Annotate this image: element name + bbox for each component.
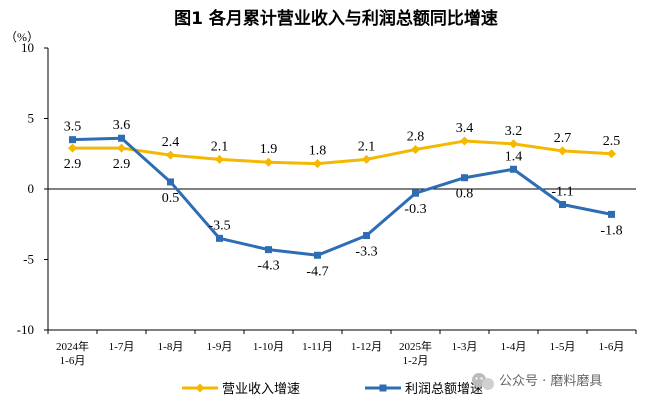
chart-title: 图1 各月累计营业收入与利润总额同比增速 <box>174 8 498 29</box>
profit-data-label: 1.4 <box>505 149 523 164</box>
profit-data-label: -0.3 <box>404 202 426 217</box>
legend-marker <box>195 383 205 393</box>
series-line-profit <box>72 136 612 257</box>
legend-label: 利润总额增速 <box>405 382 483 397</box>
x-tick-label: 1-12月 <box>351 341 382 353</box>
revenue-data-label: 1.8 <box>309 144 327 159</box>
revenue-point <box>264 157 273 167</box>
profit-point <box>118 134 125 142</box>
legend-marker <box>379 384 387 392</box>
profit-point <box>461 174 468 182</box>
profit-data-label: -1.1 <box>551 185 573 200</box>
profit-data-label: 0.8 <box>456 187 474 202</box>
profit-data-label: 3.6 <box>113 118 131 133</box>
revenue-data-label: 2.1 <box>211 139 229 154</box>
profit-data-label: -4.3 <box>257 259 279 274</box>
revenue-point <box>117 143 126 153</box>
revenue-data-label: 2.1 <box>358 139 376 154</box>
revenue-data-label: 2.4 <box>162 135 180 150</box>
x-tick-label: 2025年 <box>399 339 432 353</box>
x-tick-label: 1-3月 <box>452 341 478 353</box>
revenue-point <box>460 136 469 146</box>
watermark-text: 公众号 · 磨料磨具 <box>499 374 602 389</box>
profit-point <box>510 165 517 173</box>
revenue-data-label: 2.5 <box>603 134 621 149</box>
profit-point <box>363 232 370 240</box>
x-tick-label: 1-11月 <box>302 341 333 353</box>
x-tick-label: 1-2月 <box>403 355 429 367</box>
profit-data-label: -3.5 <box>208 218 230 233</box>
y-tick-label: 10 <box>21 40 34 55</box>
revenue-point <box>607 149 616 159</box>
profit-point <box>412 189 419 197</box>
revenue-data-label: 3.4 <box>456 121 474 136</box>
profit-point <box>559 201 566 209</box>
y-tick-label: 0 <box>28 181 35 196</box>
profit-point <box>265 246 272 254</box>
y-tick-label: 5 <box>28 111 35 126</box>
y-tick-label: -10 <box>17 322 34 337</box>
revenue-point <box>509 139 518 149</box>
revenue-point <box>215 154 224 164</box>
x-tick-label: 1-6月 <box>60 355 86 367</box>
legend-label: 营业收入增速 <box>222 382 300 397</box>
plot-area: 10 5 0 -5 -10 2024年 1-6月 1-7月 1-8月 1-9月 1-10月 1-11月… <box>17 40 637 367</box>
legend: 营业收入增速 利润总额增速 <box>182 382 483 397</box>
y-axis-unit-label: （%） <box>5 30 39 44</box>
y-tick-label: -5 <box>23 252 34 267</box>
profit-point <box>69 136 76 144</box>
profit-data-label: -1.8 <box>600 223 622 238</box>
revenue-data-label: 2.8 <box>407 130 425 145</box>
revenue-data-label: 2.9 <box>64 157 82 172</box>
revenue-data-label: 2.9 <box>113 157 131 172</box>
revenue-data-label: 3.2 <box>505 124 523 139</box>
revenue-point <box>558 146 567 156</box>
x-tick-label: 1-4月 <box>501 341 527 353</box>
revenue-point <box>313 159 322 169</box>
x-tick-label: 1-6月 <box>599 341 625 353</box>
profit-data-label: -4.7 <box>306 264 328 279</box>
profit-data-label: -3.3 <box>355 245 377 260</box>
profit-point <box>167 178 174 186</box>
revenue-data-label: 1.9 <box>260 142 278 157</box>
revenue-data-label: 2.7 <box>554 131 572 146</box>
x-tick-label: 1-10月 <box>253 341 284 353</box>
series-line-revenue <box>72 139 612 166</box>
profit-data-label: 3.5 <box>64 120 82 135</box>
x-tick-label: 1-8月 <box>158 341 184 353</box>
x-tick-label: 1-7月 <box>109 341 135 353</box>
profit-point <box>216 234 223 242</box>
watermark: 公众号 · 磨料磨具 <box>472 373 602 390</box>
revenue-point <box>362 154 371 164</box>
revenue-point <box>411 145 420 155</box>
revenue-point <box>68 143 77 153</box>
x-tick-label: 1-5月 <box>550 341 576 353</box>
profit-data-label: 0.5 <box>162 191 180 206</box>
wechat-icon <box>472 373 494 390</box>
profit-point <box>314 251 321 259</box>
x-tick-label: 2024年 <box>56 339 89 353</box>
x-tick-label: 1-9月 <box>207 341 233 353</box>
profit-point <box>608 210 615 218</box>
revenue-point <box>166 150 175 160</box>
